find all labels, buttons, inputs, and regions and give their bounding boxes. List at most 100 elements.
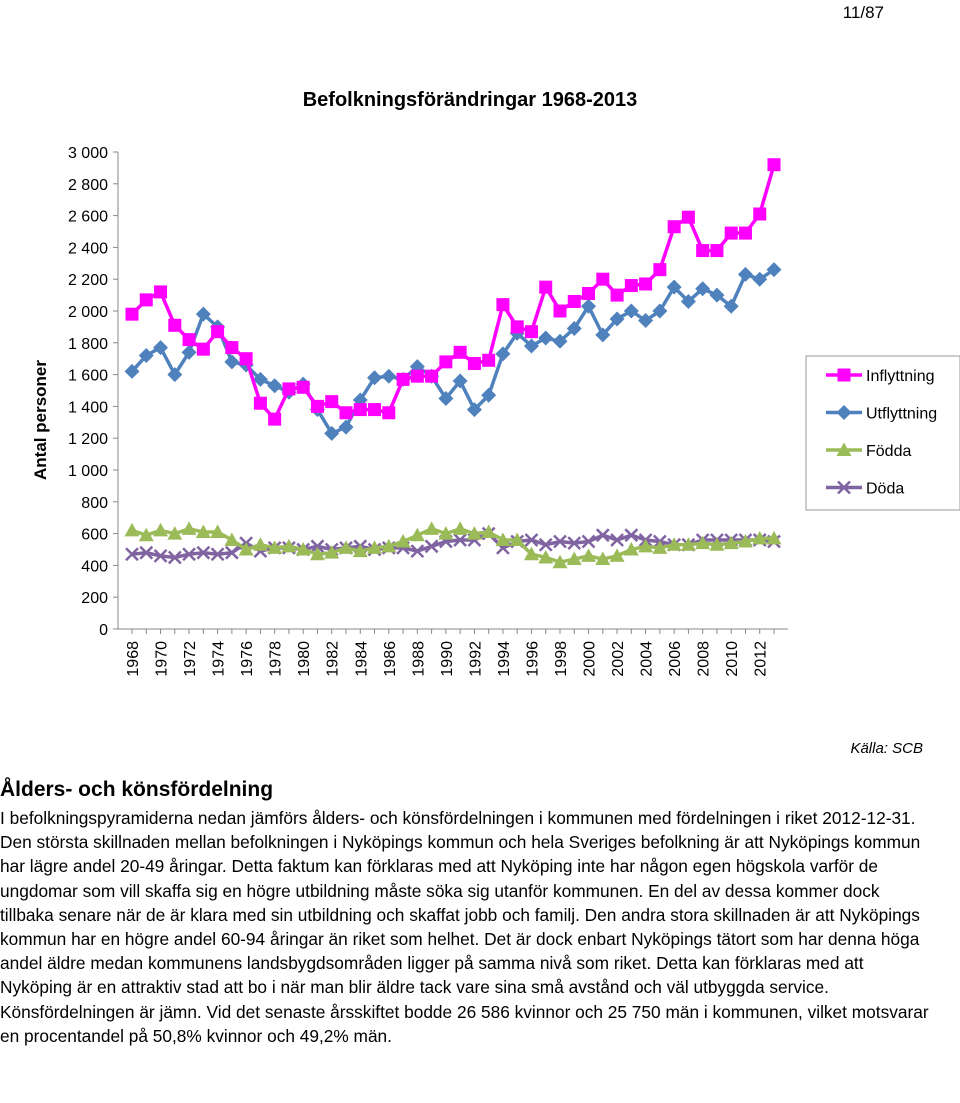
data-point-d-da <box>610 533 624 547</box>
data-point-utflyttning <box>523 338 539 354</box>
x-tick-label: 1982 <box>325 641 342 677</box>
y-tick-label: 600 <box>81 527 108 544</box>
data-point-d-da <box>538 537 553 552</box>
data-point-utflyttning <box>609 311 625 327</box>
x-tick-label: 1968 <box>125 641 142 677</box>
x-tick-label: 2006 <box>667 641 684 677</box>
data-point-utflyttning <box>381 368 397 384</box>
section-heading: Ålders- och könsfördelning <box>0 778 274 801</box>
y-tick-label: 200 <box>81 590 108 607</box>
data-point-f-dda <box>281 538 297 553</box>
legend-label-f-dda: Födda <box>866 443 911 460</box>
data-point-d-da <box>125 547 139 562</box>
data-point-d-da <box>210 547 225 562</box>
legend-label-inflyttning: Inflyttning <box>866 368 934 385</box>
legend-marker-d-da <box>837 480 851 495</box>
data-point-f-dda <box>581 548 597 562</box>
data-point-inflyttning <box>382 406 396 420</box>
data-point-utflyttning <box>338 419 354 435</box>
data-point-d-da <box>182 547 196 562</box>
data-point-d-da <box>410 544 425 558</box>
data-point-inflyttning <box>211 325 225 339</box>
x-tick-label: 1994 <box>496 641 513 677</box>
data-point-utflyttning <box>367 370 383 386</box>
data-point-f-dda <box>695 535 711 550</box>
data-point-f-dda <box>381 538 397 553</box>
data-point-inflyttning <box>310 399 324 413</box>
data-point-inflyttning <box>753 207 767 221</box>
y-axis-label: Antal personer <box>31 360 50 480</box>
x-tick-label: 2010 <box>724 641 741 677</box>
data-point-utflyttning <box>552 333 568 349</box>
data-point-inflyttning <box>253 396 267 410</box>
x-tick-label: 1992 <box>467 641 484 677</box>
data-point-inflyttning <box>368 403 382 417</box>
data-point-f-dda <box>623 542 639 556</box>
data-point-f-dda <box>424 521 440 535</box>
line-chart: Befolkningsförändringar 1968-2013 Antal … <box>31 89 960 677</box>
data-point-f-dda <box>138 527 154 542</box>
data-point-utflyttning <box>766 262 782 278</box>
data-point-utflyttning <box>224 354 240 370</box>
data-point-inflyttning <box>425 369 439 383</box>
data-point-utflyttning <box>538 330 554 346</box>
data-point-utflyttning <box>723 298 739 314</box>
data-point-f-dda <box>666 537 682 551</box>
data-point-f-dda <box>409 527 425 542</box>
data-point-inflyttning <box>196 342 210 356</box>
data-point-f-dda <box>595 551 611 566</box>
data-point-utflyttning <box>752 271 768 287</box>
data-point-utflyttning <box>153 340 169 356</box>
x-tick-label: 2012 <box>753 641 770 677</box>
chart-legend: Inflyttning Utflyttning Födda Döda <box>805 355 960 511</box>
data-point-inflyttning <box>596 272 610 286</box>
data-point-f-dda <box>652 540 668 554</box>
data-point-inflyttning <box>239 352 253 366</box>
data-point-utflyttning <box>623 303 639 319</box>
legend-label-d-da: Döda <box>866 481 904 498</box>
data-point-f-dda <box>452 521 468 535</box>
y-tick-label: 1 800 <box>68 336 108 353</box>
data-point-inflyttning <box>282 382 296 396</box>
plot-area: 0 200 400 600 800 1 000 1 200 1 400 1 600 1 800 2 … <box>68 145 788 677</box>
data-point-utflyttning <box>267 378 283 394</box>
y-tick-label: 1 000 <box>68 463 108 480</box>
data-point-f-dda <box>295 542 311 556</box>
data-point-utflyttning <box>581 298 597 314</box>
data-point-d-da <box>453 533 468 547</box>
data-point-f-dda <box>153 522 169 537</box>
data-point-f-dda <box>438 526 454 540</box>
data-point-inflyttning <box>139 293 153 307</box>
data-point-inflyttning <box>667 220 681 234</box>
data-point-f-dda <box>552 554 568 569</box>
data-point-utflyttning <box>195 306 211 322</box>
data-point-utflyttning <box>181 344 197 360</box>
series-line-d-da <box>131 531 775 560</box>
data-point-inflyttning <box>339 406 353 420</box>
data-point-d-da <box>139 545 154 560</box>
y-tick-label: 3 000 <box>68 145 108 162</box>
x-tick-label: 1972 <box>182 641 199 677</box>
data-point-d-da <box>595 528 610 543</box>
data-point-inflyttning <box>639 277 653 291</box>
data-point-inflyttning <box>482 353 496 367</box>
series-line-utflyttning <box>130 268 775 436</box>
data-point-f-dda <box>638 538 654 553</box>
data-point-inflyttning <box>696 244 710 258</box>
data-point-utflyttning <box>680 293 696 309</box>
data-point-utflyttning <box>666 279 682 295</box>
data-point-d-da <box>224 545 239 560</box>
y-tick-label: 800 <box>81 495 108 512</box>
y-tick-label: 400 <box>81 558 108 575</box>
data-point-inflyttning <box>453 345 467 359</box>
data-point-inflyttning <box>567 294 581 308</box>
data-point-f-dda <box>238 542 254 556</box>
data-point-f-dda <box>566 551 582 566</box>
x-tick-label: 1974 <box>211 641 228 677</box>
data-point-f-dda <box>324 545 340 559</box>
data-point-inflyttning <box>653 263 667 277</box>
data-point-utflyttning <box>495 346 511 362</box>
x-tick-label: 1984 <box>353 641 370 677</box>
data-point-inflyttning <box>624 279 638 293</box>
data-point-utflyttning <box>324 425 340 441</box>
